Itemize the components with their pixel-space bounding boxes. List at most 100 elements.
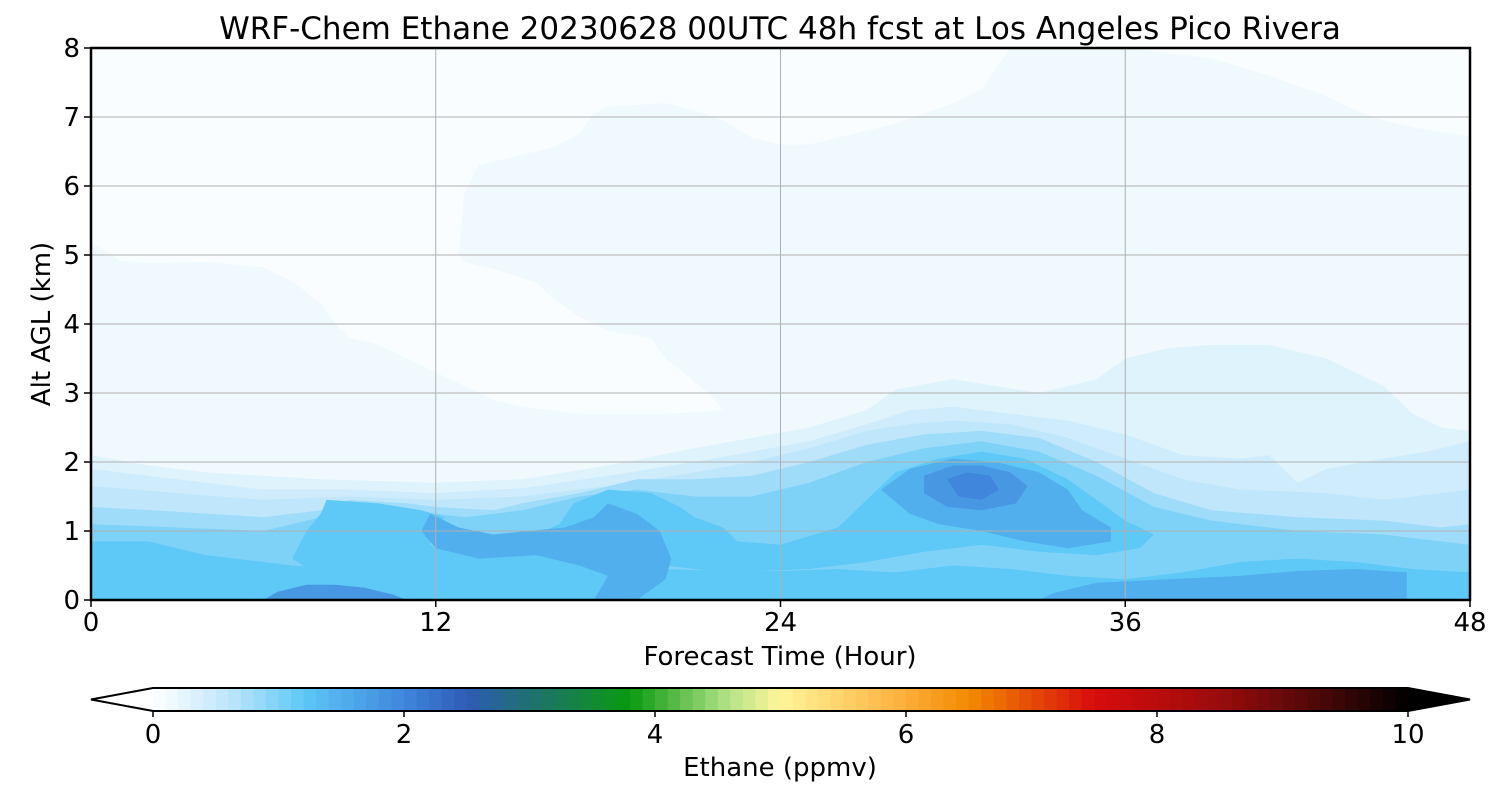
colorbar-tick-label: 2 [396, 720, 413, 750]
x-tick-label: 24 [764, 608, 797, 638]
y-tick-label: 6 [63, 172, 80, 202]
colorbar-segment [228, 688, 242, 711]
colorbar-segment [1119, 688, 1133, 711]
colorbar-segment [516, 688, 531, 711]
colorbar-tick-label: 6 [898, 720, 915, 750]
colorbar-segment [1244, 688, 1258, 711]
colorbar-segment [1018, 688, 1033, 711]
colorbar-segment [893, 688, 907, 711]
colorbar-segment [404, 688, 418, 711]
colorbar-segment [165, 688, 179, 711]
colorbar-segment [1232, 688, 1246, 711]
colorbar-segment [780, 688, 794, 711]
colorbar-segment [491, 688, 505, 711]
colorbar-segment [642, 688, 656, 711]
contour-region-1 [1125, 48, 1470, 137]
x-tick-label: 36 [1109, 608, 1142, 638]
colorbar-segment [956, 688, 970, 711]
colorbar-segment [441, 688, 455, 711]
y-tick-label: 4 [63, 310, 80, 340]
colorbar-segment [1370, 688, 1384, 711]
colorbar-segment [416, 688, 430, 711]
y-tick-label: 8 [63, 34, 80, 64]
colorbar-segment [265, 688, 280, 711]
colorbar-segment [178, 688, 192, 711]
colorbar-segment [1257, 688, 1271, 711]
colorbar-segment [253, 688, 267, 711]
y-tick-label: 7 [63, 103, 80, 133]
colorbar-segment [479, 688, 493, 711]
colorbar-segment [341, 688, 355, 711]
colorbar-segment [1295, 688, 1309, 711]
colorbar-segment [1106, 688, 1120, 711]
colorbar-segment [1006, 688, 1020, 711]
colorbar-segment [1269, 688, 1284, 711]
colorbar-segment [1044, 688, 1058, 711]
contour-region-10 [421, 503, 672, 600]
colorbar-segment [943, 688, 957, 711]
colorbar-segment [291, 688, 305, 711]
x-tick-label: 0 [83, 608, 100, 638]
colorbar-segment [655, 688, 669, 711]
colorbar-segment [579, 688, 593, 711]
colorbar-segment [1131, 688, 1146, 711]
colorbar-segment [755, 688, 769, 711]
colorbar-segment [805, 688, 819, 711]
colorbar-segment [504, 688, 518, 711]
colorbar-segment [1144, 688, 1158, 711]
colorbar-segment [692, 688, 706, 711]
y-tick-label: 0 [63, 586, 80, 616]
x-axis: 0 12 24 36 48 [83, 600, 1487, 638]
colorbar-segment [604, 688, 618, 711]
colorbar-segment [554, 688, 568, 711]
colorbar-segment [1069, 688, 1083, 711]
x-tick-label: 48 [1453, 608, 1486, 638]
colorbar-extend-min [91, 688, 153, 711]
colorbar-segment [1031, 688, 1045, 711]
chart-title: WRF-Chem Ethane 20230628 00UTC 48h fcst … [219, 11, 1341, 47]
contour-region-15 [947, 472, 999, 500]
colorbar-segment [1395, 688, 1409, 711]
colorbar-segment [880, 688, 895, 711]
colorbar-segment [203, 688, 217, 711]
colorbar-segment [730, 688, 744, 711]
colorbar-segment [1207, 688, 1221, 711]
colorbar-segment [454, 688, 468, 711]
colorbar-segment [1357, 688, 1371, 711]
colorbar-segment [466, 688, 480, 711]
colorbar-tick-label: 0 [145, 720, 162, 750]
colorbar-segment [629, 688, 644, 711]
colorbar-segment [353, 688, 367, 711]
y-axis: 0 1 2 3 4 5 6 7 8 [63, 34, 91, 616]
colorbar-segment [1157, 688, 1171, 711]
colorbar-segment [303, 688, 317, 711]
colorbar-segment [1382, 688, 1397, 711]
colorbar-segment [366, 688, 380, 711]
colorbar-segment [316, 688, 330, 711]
y-tick-label: 1 [63, 517, 80, 547]
colorbar-segment [1094, 688, 1108, 711]
colorbar-tick-label: 8 [1149, 720, 1166, 750]
colorbar-segment [906, 688, 920, 711]
x-axis-label: Forecast Time (Hour) [643, 642, 916, 672]
colorbar-tick-label: 4 [647, 720, 664, 750]
colorbar-segment [1182, 688, 1196, 711]
colorbar-segment [592, 688, 606, 711]
contour-region-12 [1039, 569, 1407, 600]
colorbar-segment [981, 688, 995, 711]
colorbar-segment [793, 688, 807, 711]
colorbar: 0 2 4 6 8 10 [90, 687, 1471, 750]
colorbar-segment [680, 688, 694, 711]
colorbar-segment [529, 688, 543, 711]
colorbar-segment [868, 688, 882, 711]
colorbar-segment [215, 688, 229, 711]
colorbar-segment [391, 688, 405, 711]
colorbar-segment [667, 688, 681, 711]
colorbar-segment [705, 688, 719, 711]
colorbar-segment [1282, 688, 1296, 711]
colorbar-segment [1345, 688, 1359, 711]
colorbar-segment [542, 688, 556, 711]
colorbar-segment [818, 688, 832, 711]
colorbar-segment [1169, 688, 1183, 711]
